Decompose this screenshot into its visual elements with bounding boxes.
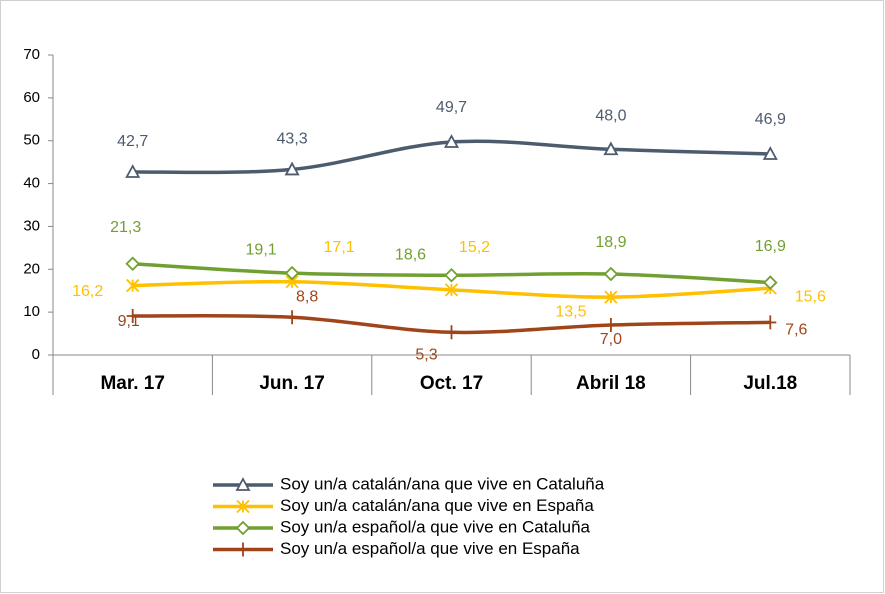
y-tick-label: 20: [23, 260, 40, 277]
series: 16,2 17,1 15,2 13,5 15,6: [72, 239, 826, 320]
y-tick-label: 0: [32, 346, 40, 363]
data-label: 16,2: [72, 283, 103, 300]
point: [444, 268, 459, 283]
point: [126, 309, 139, 323]
data-label: 8,8: [296, 289, 318, 306]
y-tick-label: 60: [23, 89, 40, 106]
data-label: 43,3: [277, 131, 308, 148]
legend-marker: [237, 542, 249, 557]
y-tick-label: 10: [23, 303, 40, 320]
data-label: 5,3: [415, 347, 437, 364]
data-label: 15,2: [459, 239, 490, 256]
point: [284, 265, 300, 281]
series: 9,1 8,8 5,3 7,0 7,6: [118, 289, 808, 364]
point: [762, 146, 778, 160]
data-label: 49,7: [436, 99, 467, 116]
x-tick-label: Jun. 17: [259, 373, 324, 394]
data-label: 17,1: [324, 239, 355, 256]
series: 42,7 43,3 49,7 48,0 46,9: [117, 99, 786, 178]
y-tick-label: 50: [23, 132, 40, 149]
x-tick-label: Oct. 17: [420, 373, 483, 394]
point: [445, 325, 458, 340]
point: [763, 275, 778, 290]
data-label: 19,1: [246, 241, 277, 258]
x-tick-label: Abril 18: [576, 373, 646, 394]
legend-label: Soy un/a español/a que vive en Cataluña: [280, 517, 591, 536]
data-label: 7,0: [600, 331, 622, 348]
data-label: 42,7: [117, 133, 148, 150]
data-label: 7,6: [785, 322, 807, 339]
point: [286, 310, 299, 325]
data-label: 9,1: [118, 313, 140, 330]
y-tick-label: 40: [23, 175, 40, 192]
point: [604, 318, 617, 332]
y-tick-label: 30: [23, 217, 40, 234]
data-label: 48,0: [595, 108, 626, 125]
legend-label: Soy un/a catalán/ana que vive en España: [280, 496, 594, 515]
legend-marker: [236, 499, 250, 514]
point: [125, 256, 140, 271]
data-label: 18,9: [595, 234, 626, 251]
point: [444, 283, 459, 297]
data-label: 16,9: [755, 238, 786, 255]
data-label: 46,9: [755, 111, 786, 128]
data-label: 21,3: [110, 219, 141, 236]
point: [603, 141, 619, 156]
point: [284, 161, 300, 176]
series: 21,3 19,1 18,6 18,9 16,9: [110, 219, 786, 290]
y-tick-label: 70: [23, 46, 40, 63]
data-label: 15,6: [795, 288, 826, 305]
legend-label: Soy un/a español/a que vive en España: [280, 539, 580, 558]
point: [126, 278, 140, 293]
point: [764, 315, 777, 330]
legend-marker: [235, 520, 251, 536]
x-tick-label: Jul.18: [743, 373, 797, 394]
legend-label: Soy un/a catalán/ana que vive en Cataluñ…: [280, 474, 605, 493]
data-label: 18,6: [395, 247, 426, 264]
data-label: 13,5: [555, 303, 586, 320]
point: [125, 164, 141, 178]
point: [604, 290, 618, 304]
x-tick-label: Mar. 17: [100, 373, 164, 394]
point: [603, 266, 619, 282]
point: [443, 134, 460, 148]
legend-marker: [235, 477, 251, 491]
